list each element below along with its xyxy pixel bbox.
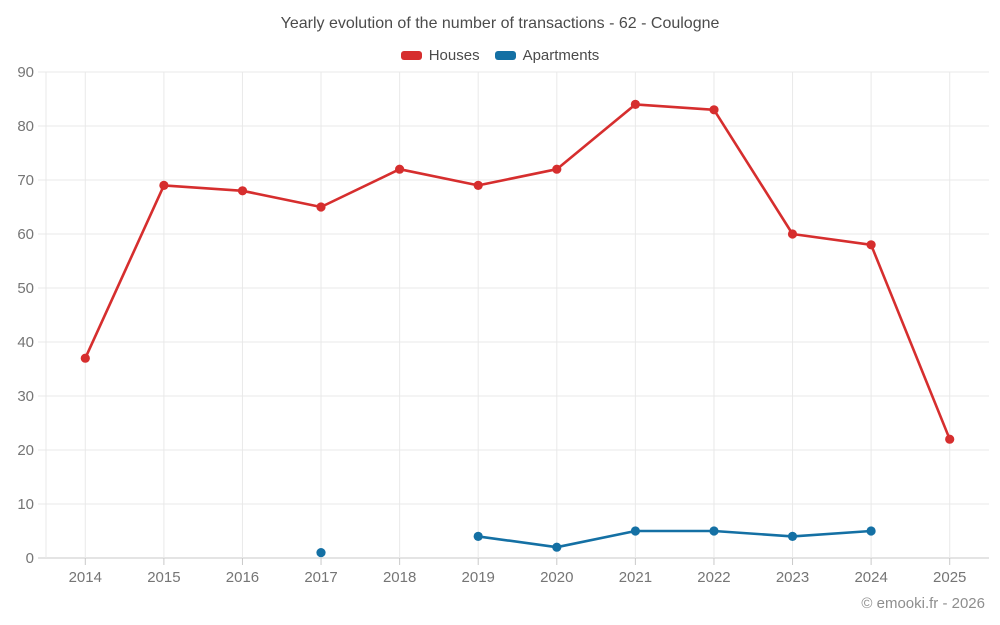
x-axis-tick-label: 2017	[304, 569, 337, 586]
legend-label-houses: Houses	[428, 47, 480, 64]
legend-item-houses[interactable]: Houses	[400, 47, 480, 64]
apartments-data-point[interactable]	[630, 526, 641, 536]
houses-data-point[interactable]	[787, 229, 798, 239]
apartments-data-point[interactable]	[316, 548, 326, 558]
y-axis-tick-label: 50	[17, 280, 34, 297]
apartments-line	[476, 529, 873, 549]
y-axis-tick-label: 30	[17, 388, 34, 405]
houses-data-point[interactable]	[159, 180, 169, 190]
y-axis-tick-label: 40	[17, 334, 34, 351]
x-axis-tick-label: 2019	[462, 569, 495, 586]
houses-line	[84, 103, 951, 441]
x-axis-tick-label: 2021	[619, 569, 652, 586]
x-axis-tick-label: 2022	[697, 569, 730, 586]
apartments-data-point[interactable]	[473, 531, 483, 542]
houses-data-point[interactable]	[316, 202, 326, 212]
y-axis-tick-label: 80	[17, 118, 34, 135]
legend-item-apartments[interactable]: Apartments	[494, 47, 600, 64]
houses-data-point[interactable]	[237, 186, 248, 196]
houses-series	[80, 99, 955, 444]
chart-title: Yearly evolution of the number of transa…	[280, 15, 720, 32]
x-axis-tick-label: 2018	[383, 569, 416, 586]
houses-legend-swatch-icon	[400, 51, 422, 60]
y-axis-tick-label: 0	[26, 550, 34, 567]
houses-data-point[interactable]	[80, 353, 90, 363]
apartments-legend-swatch-icon	[494, 51, 516, 60]
houses-data-point[interactable]	[552, 164, 562, 174]
legend-label-apartments: Apartments	[522, 47, 600, 64]
chart-legend: Houses Apartments	[0, 47, 1000, 64]
apartments-data-point[interactable]	[866, 526, 876, 536]
apartments-data-point[interactable]	[709, 526, 719, 536]
houses-data-point[interactable]	[866, 240, 876, 250]
y-axis-tick-label: 60	[17, 226, 34, 243]
apartments-data-point[interactable]	[552, 542, 562, 552]
footer-credit: © emooki.fr - 2026	[861, 595, 985, 612]
apartments-series	[316, 526, 876, 558]
x-axis-tick-label: 2023	[776, 569, 809, 586]
y-axis-tick-label: 70	[17, 172, 34, 189]
houses-data-point[interactable]	[945, 434, 955, 444]
houses-data-point[interactable]	[709, 105, 719, 115]
y-axis-tick-label: 90	[17, 64, 34, 81]
x-axis-tick-label: 2014	[69, 569, 102, 586]
x-axis-tick-label: 2025	[933, 569, 966, 586]
y-axis-tick-label: 10	[17, 496, 34, 513]
x-axis-tick-label: 2024	[854, 569, 887, 586]
x-axis-tick-label: 2015	[147, 569, 180, 586]
x-axis-tick-label: 2016	[226, 569, 259, 586]
apartments-data-point[interactable]	[787, 531, 798, 542]
x-axis-tick-label: 2020	[540, 569, 573, 586]
houses-data-point[interactable]	[473, 180, 483, 190]
houses-data-point[interactable]	[630, 99, 641, 109]
houses-data-point[interactable]	[395, 164, 405, 174]
y-axis-tick-label: 20	[17, 442, 34, 459]
